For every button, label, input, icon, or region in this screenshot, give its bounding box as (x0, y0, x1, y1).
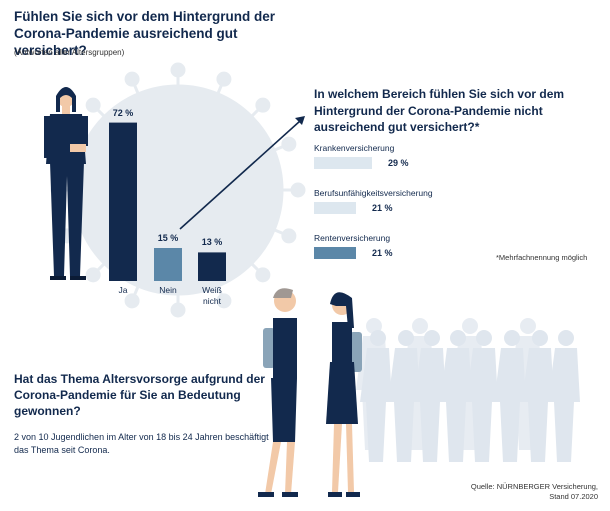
virus-spike-head (85, 267, 101, 283)
source-note: Quelle: NÜRNBERGER Versicherung, Stand 0… (471, 482, 598, 502)
bar-weiß-nicht (198, 252, 226, 281)
virus-spike-head (85, 97, 101, 113)
bar-value-label: 15 % (157, 233, 179, 243)
bar-value-label: 13 % (201, 237, 223, 248)
hbar-value-label: 29 % (388, 158, 409, 168)
bar-value-label: 72 % (112, 107, 134, 118)
main-bar-chart (109, 122, 226, 281)
chart-subtitle: (Antworten aller Altersgruppen) (14, 48, 125, 57)
young-man-figure-illustration (258, 288, 298, 497)
hbar-category-label: Berufsunfähigkeitsversicherung (314, 188, 433, 198)
bar-ja (109, 122, 137, 281)
virus-spike-head (290, 182, 306, 198)
hbar-krankenversicherung (314, 157, 372, 169)
bar-category-label: Weiß nicht (202, 285, 222, 306)
virus-spike-head (281, 136, 297, 152)
virus-spike-head (124, 293, 140, 309)
virus-spike-head (170, 62, 186, 78)
hbar-value-label: 21 % (372, 203, 393, 213)
virus-spike-head (281, 228, 297, 244)
woman-figure-illustration (44, 87, 88, 280)
crowd-person (452, 318, 484, 450)
question-pension-answer: 2 von 10 Jugendlichen im Alter von 18 bi… (14, 432, 269, 455)
bar-category-label: Nein (159, 285, 177, 295)
bar-category-label: Ja (118, 285, 128, 295)
source-line-1: Quelle: NÜRNBERGER Versicherung, (470, 482, 598, 491)
virus-spike-head (255, 97, 271, 113)
virus-spike-head (216, 71, 232, 87)
young-woman-figure-illustration (326, 292, 362, 497)
virus-spike-head (255, 267, 271, 283)
virus-spike-head (170, 302, 186, 318)
chart-title: Fühlen Sie sich vor dem Hintergrund der … (14, 9, 276, 58)
arrow-to-detail (179, 116, 305, 230)
crowd-person (402, 318, 434, 450)
crowd-person (510, 318, 542, 450)
hbar-rentenversicherung (314, 247, 356, 259)
hbar-category-label: Krankenversicherung (314, 143, 395, 153)
crowd-silhouettes-illustration (356, 318, 580, 462)
crowd-person (356, 318, 388, 450)
hbar-berufsunfähigkeitsversicherung (314, 202, 356, 214)
hbar-category-label: Rentenversicherung (314, 233, 391, 243)
detail-bar-chart (314, 157, 372, 259)
question-pension-title: Hat das Thema Altersvorsorge aufgrund de… (14, 372, 265, 418)
hbar-value-label: 21 % (372, 248, 393, 258)
source-line-2: Stand 07.2020 (549, 492, 598, 501)
crowd-person (548, 330, 580, 462)
bar-nein (154, 248, 182, 281)
footnote: *Mehrfachnennung möglich (496, 253, 588, 262)
virus-spike-head (216, 293, 232, 309)
virus-spike-head (124, 71, 140, 87)
detail-question-title: In welchem Bereich fühlen Sie sich vor d… (314, 87, 565, 134)
